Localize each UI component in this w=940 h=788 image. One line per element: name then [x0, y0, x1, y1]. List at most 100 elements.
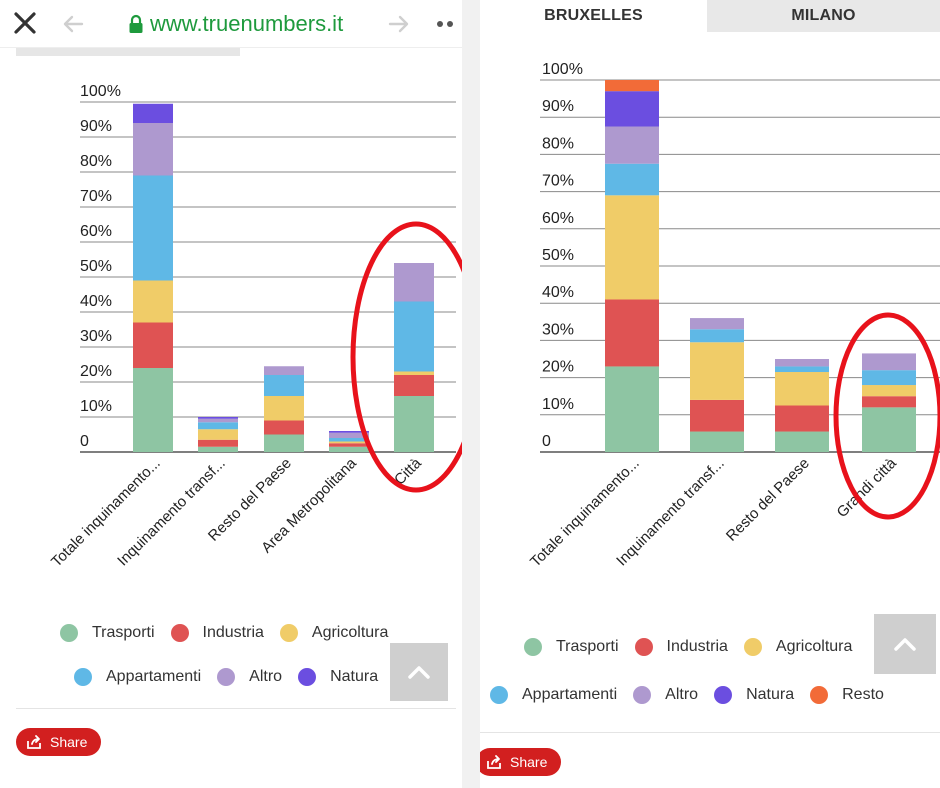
y-tick-label: 60%	[542, 210, 574, 227]
legend-label: Trasporti	[556, 638, 619, 655]
bar-segment-industria[interactable]	[264, 420, 304, 435]
legend-marker	[74, 668, 92, 686]
bar-segment-industria[interactable]	[329, 443, 369, 447]
bar-segment-altro[interactable]	[605, 126, 659, 164]
bar-segment-trasporti[interactable]	[264, 434, 304, 453]
legend-label: Agricoltura	[775, 638, 853, 655]
legend-marker	[810, 686, 829, 704]
forward-arrow-icon[interactable]	[388, 14, 410, 34]
bar-segment-altro[interactable]	[198, 418, 238, 423]
bar-segment-trasporti[interactable]	[775, 431, 829, 452]
y-tick-label: 60%	[80, 223, 112, 240]
bar-segment-industria[interactable]	[690, 399, 744, 432]
chevron-up-icon	[408, 666, 430, 679]
bar-segment-industria[interactable]	[394, 375, 434, 396]
bar-segment-appartamenti[interactable]	[862, 370, 916, 386]
legend-item-natura[interactable]: Natura	[714, 686, 794, 704]
bar-segment-agricoltura[interactable]	[775, 372, 829, 406]
bar-segment-altro[interactable]	[133, 123, 173, 176]
highlight-ellipse	[350, 221, 462, 493]
legend-item-resto[interactable]: Resto	[810, 686, 884, 704]
legend-item-industria[interactable]: Industria	[170, 624, 264, 642]
bar-segment-appartamenti[interactable]	[690, 329, 744, 343]
close-icon[interactable]	[12, 10, 38, 36]
separator	[480, 732, 940, 733]
legend-label: Resto	[842, 686, 884, 703]
bar-segment-industria[interactable]	[198, 439, 238, 447]
bar-segment-altro[interactable]	[690, 318, 744, 330]
share-label: Share	[50, 734, 88, 750]
bar-segment-appartamenti[interactable]	[264, 375, 304, 396]
y-tick-label: 70%	[542, 173, 574, 190]
more-dots-icon[interactable]	[434, 20, 456, 28]
bar-segment-trasporti[interactable]	[198, 446, 238, 452]
browser-toolbar: www.truenumbers.it	[0, 0, 462, 48]
scroll-to-top-button[interactable]	[874, 614, 936, 674]
bar-segment-altro[interactable]	[775, 359, 829, 367]
scroll-to-top-button[interactable]	[390, 643, 448, 701]
legend-item-agricoltura[interactable]: Agricoltura	[279, 624, 388, 642]
x-category-label: Resto del Paese	[723, 455, 813, 545]
bar-segment-agricoltura[interactable]	[329, 441, 369, 444]
bar-segment-natura[interactable]	[605, 91, 659, 127]
bar-segment-industria[interactable]	[862, 396, 916, 408]
tab-milano[interactable]: MILANO	[707, 0, 940, 32]
bar-segment-appartamenti[interactable]	[775, 366, 829, 373]
legend-item-natura[interactable]: Natura	[298, 668, 378, 686]
bar-segment-appartamenti[interactable]	[394, 301, 434, 372]
legend-item-trasporti[interactable]: Trasporti	[524, 638, 619, 656]
bar-segment-trasporti[interactable]	[133, 368, 173, 452]
legend-item-altro[interactable]: Altro	[217, 668, 282, 686]
legend-marker	[490, 686, 508, 704]
legend-label: Trasporti	[92, 624, 155, 641]
bar-segment-industria[interactable]	[133, 322, 173, 369]
legend-label: Natura	[746, 686, 795, 703]
y-tick-label: 80%	[80, 153, 112, 170]
tab-bruxelles[interactable]: BRUXELLES	[480, 0, 707, 32]
bar-segment-agricoltura[interactable]	[394, 371, 434, 376]
address-bar[interactable]: www.truenumbers.it	[128, 11, 343, 37]
legend-marker	[714, 686, 733, 704]
x-category-label: Inquinamento transf...	[114, 455, 229, 570]
bar-segment-altro[interactable]	[264, 366, 304, 375]
y-tick-label: 30%	[80, 328, 112, 345]
bar-segment-trasporti[interactable]	[394, 396, 434, 452]
bar-segment-trasporti[interactable]	[329, 446, 369, 452]
bar-segment-agricoltura[interactable]	[690, 342, 744, 400]
bar-segment-agricoltura[interactable]	[264, 396, 304, 421]
bar-segment-appartamenti[interactable]	[605, 163, 659, 196]
legend-item-altro[interactable]: Altro	[633, 686, 698, 704]
legend-item-industria[interactable]: Industria	[634, 638, 728, 656]
bar-segment-appartamenti[interactable]	[133, 175, 173, 281]
legend-item-trasporti[interactable]: Trasporti	[60, 624, 155, 642]
bar-segment-industria[interactable]	[605, 299, 659, 367]
bar-segment-natura[interactable]	[133, 103, 173, 123]
share-button[interactable]: Share	[16, 728, 102, 756]
y-tick-label: 10%	[80, 398, 112, 415]
bar-segment-trasporti[interactable]	[605, 366, 659, 452]
bar-segment-agricoltura[interactable]	[605, 195, 659, 300]
bar-segment-natura[interactable]	[329, 431, 369, 433]
bar-segment-agricoltura[interactable]	[133, 280, 173, 323]
y-tick-label: 100%	[542, 61, 583, 78]
bar-segment-agricoltura[interactable]	[198, 429, 238, 440]
bar-segment-appartamenti[interactable]	[198, 422, 238, 430]
bar-segment-altro[interactable]	[394, 263, 434, 302]
legend-item-appartamenti[interactable]: Appartamenti	[490, 686, 617, 704]
share-button[interactable]: Share	[480, 748, 562, 776]
bar-segment-agricoltura[interactable]	[862, 385, 916, 397]
bar-segment-industria[interactable]	[775, 405, 829, 432]
bar-segment-trasporti[interactable]	[862, 407, 916, 452]
bar-segment-natura[interactable]	[198, 417, 238, 419]
bar-segment-resto[interactable]	[605, 80, 659, 92]
y-tick-label: 20%	[80, 363, 112, 380]
back-arrow-icon[interactable]	[62, 14, 84, 34]
bar-segment-appartamenti[interactable]	[329, 438, 369, 442]
legend-item-agricoltura[interactable]: Agricoltura	[743, 638, 853, 656]
legend-item-appartamenti[interactable]: Appartamenti	[74, 668, 201, 686]
url-text: www.truenumbers.it	[150, 11, 344, 36]
bar-segment-altro[interactable]	[862, 353, 916, 371]
bar-segment-trasporti[interactable]	[690, 431, 744, 452]
bar-segment-altro[interactable]	[329, 432, 369, 438]
chart-left: 0 10% 20% 30% 40% 50% 60% 70% 80% 90% 100% Totale i…	[48, 83, 462, 571]
